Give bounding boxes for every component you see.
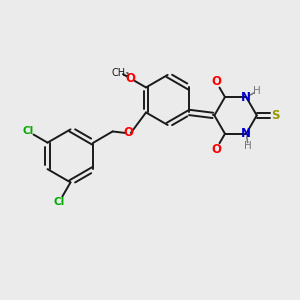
Text: N: N (241, 91, 251, 103)
Text: Cl: Cl (22, 126, 34, 136)
Text: O: O (211, 75, 221, 88)
Text: CH₃: CH₃ (112, 68, 130, 78)
Text: O: O (123, 126, 133, 140)
Text: H: H (244, 141, 251, 151)
Text: S: S (272, 109, 280, 122)
Text: Cl: Cl (53, 197, 65, 207)
Text: H: H (254, 86, 261, 96)
Text: N: N (241, 127, 251, 140)
Text: O: O (211, 142, 221, 156)
Text: O: O (125, 72, 135, 85)
